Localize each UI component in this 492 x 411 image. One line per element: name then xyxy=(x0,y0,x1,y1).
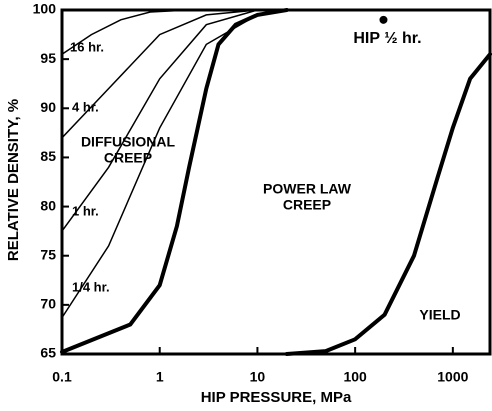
curve-label: 1 hr. xyxy=(72,203,99,218)
curve xyxy=(284,52,492,356)
point xyxy=(379,15,388,24)
curve xyxy=(61,9,288,319)
curve xyxy=(61,9,259,232)
x-axis-label: HIP PRESSURE, MPa xyxy=(201,389,352,406)
x-tick-label: 0.1 xyxy=(52,369,72,385)
y-tick-label: 85 xyxy=(40,148,56,164)
curve xyxy=(61,9,190,55)
region-label: DIFFUSIONAL xyxy=(81,134,176,150)
x-tick-label: 10 xyxy=(250,369,266,385)
y-tick-label: 90 xyxy=(40,99,56,115)
y-tick-label: 65 xyxy=(40,345,56,361)
y-axis-label: RELATIVE DENSITY, % xyxy=(5,99,22,261)
region-label: CREEP xyxy=(283,197,331,213)
y-tick-label: 70 xyxy=(40,296,56,312)
region-label: CREEP xyxy=(104,150,152,166)
curve xyxy=(61,9,259,139)
point-label: HIP ½ hr. xyxy=(353,30,421,47)
y-tick-label: 95 xyxy=(40,50,56,66)
y-tick-label: 80 xyxy=(40,197,56,213)
x-tick-label: 1 xyxy=(156,369,164,385)
curve-label: 16 hr. xyxy=(70,39,104,54)
y-tick-label: 100 xyxy=(33,1,57,17)
curve-label: 4 hr. xyxy=(72,99,99,114)
x-tick-label: 100 xyxy=(343,369,367,385)
x-tick-label: 1000 xyxy=(437,369,468,385)
y-tick-label: 75 xyxy=(40,246,56,262)
curve-label: 1/4 hr. xyxy=(72,279,110,294)
region-label: YIELD xyxy=(419,307,460,323)
region-label: POWER LAW xyxy=(263,181,352,197)
curve xyxy=(60,8,289,354)
